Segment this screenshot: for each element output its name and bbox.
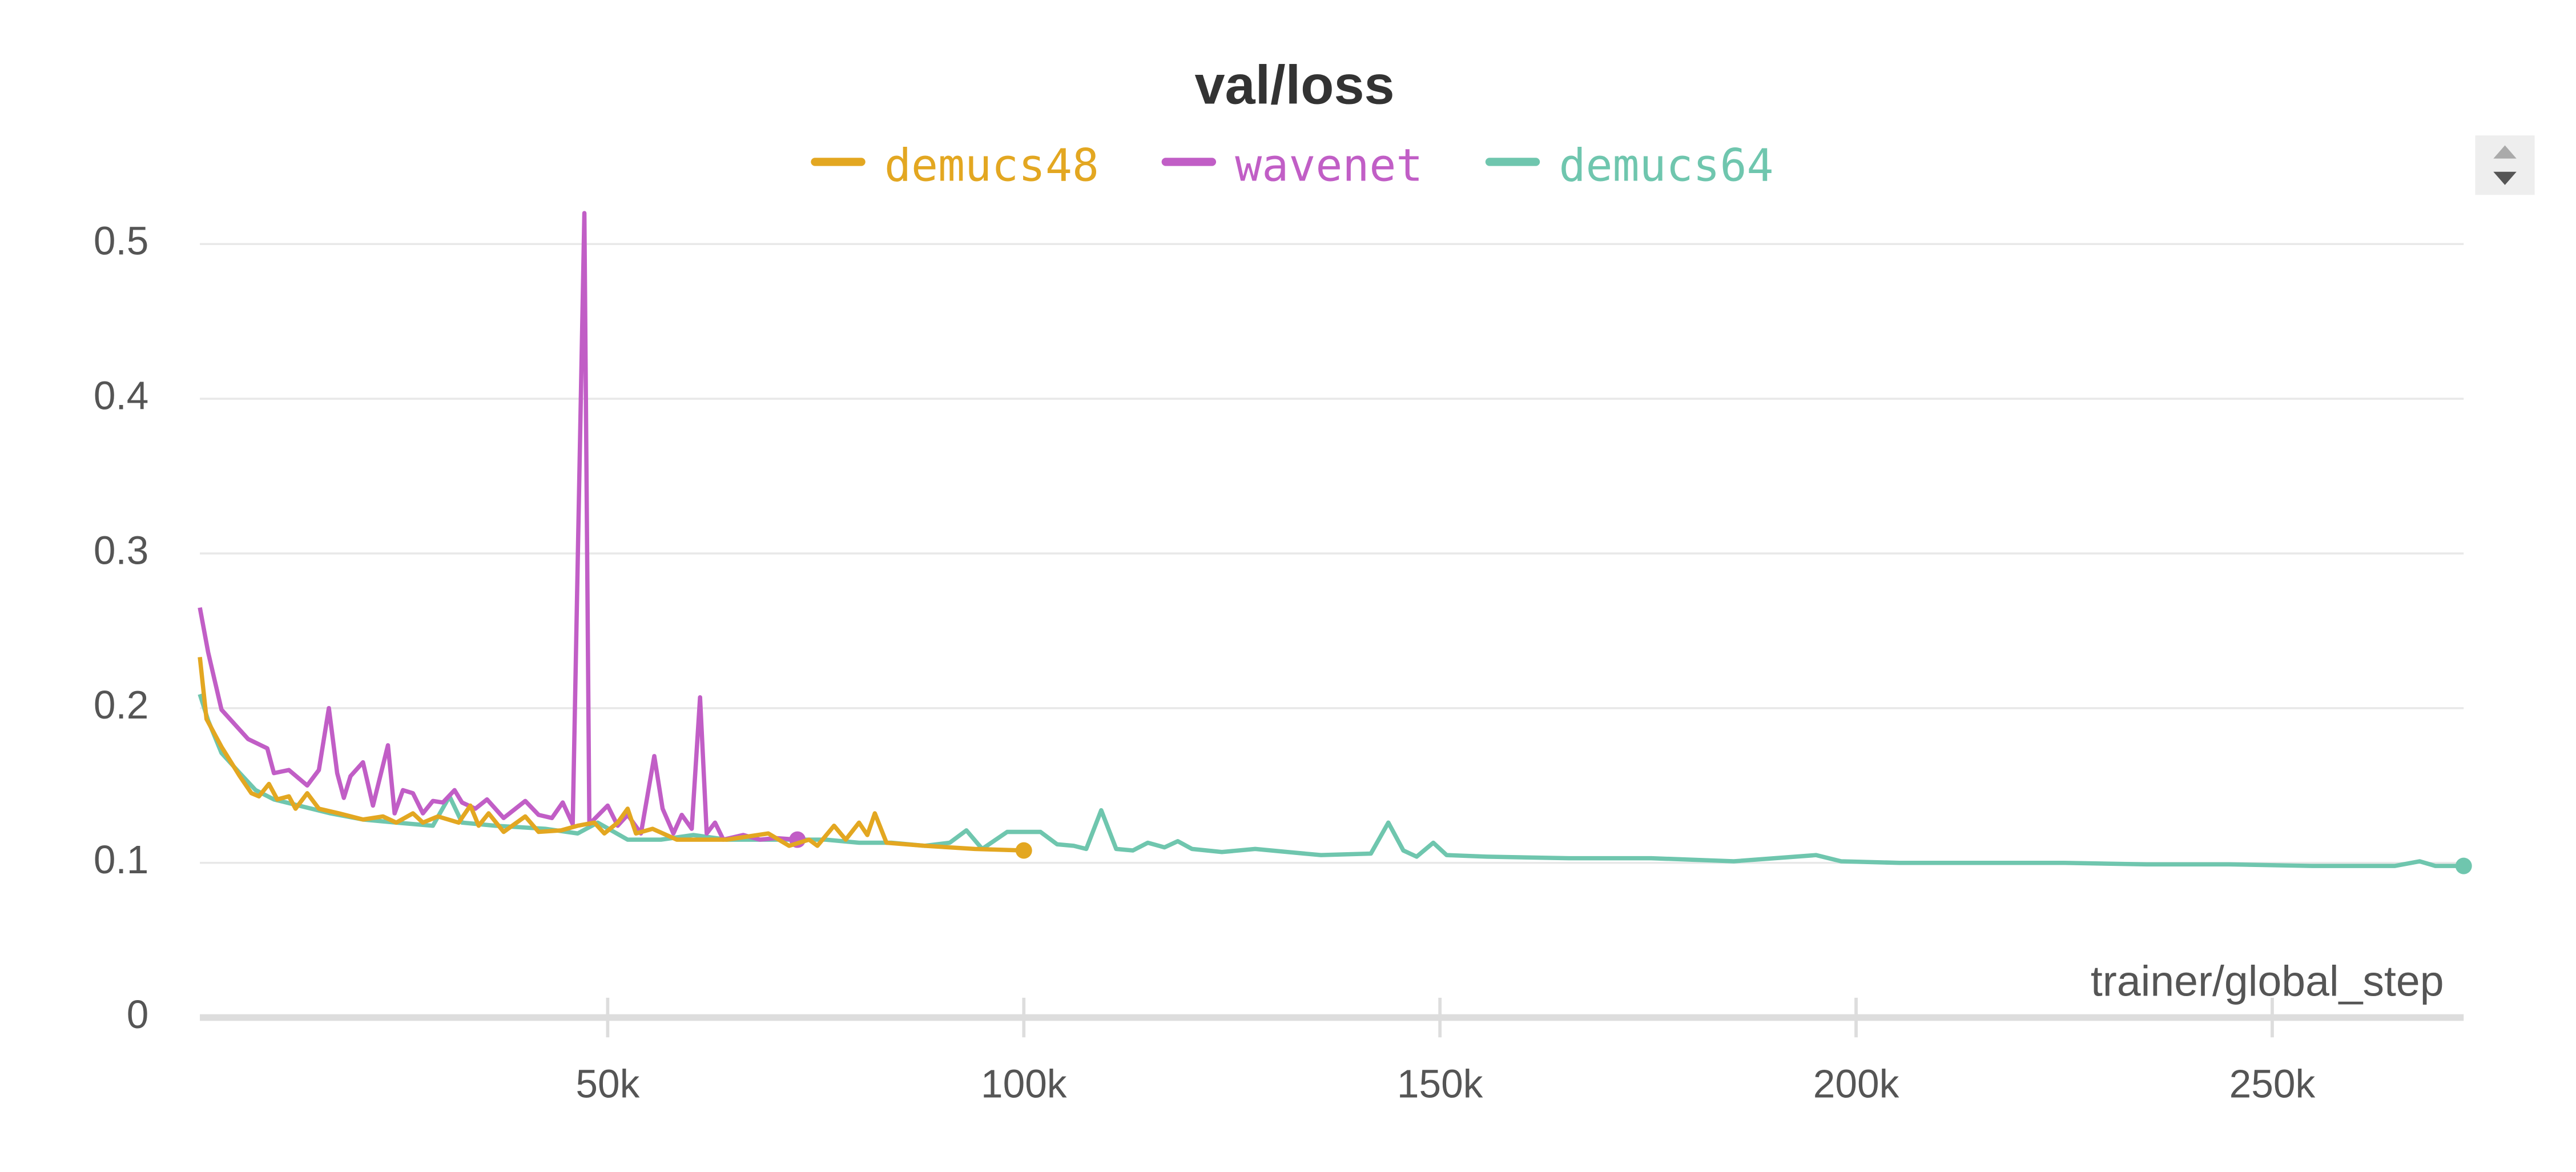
arrow-down [2493, 171, 2517, 185]
legend-item: demucs64 [1485, 140, 1774, 191]
y-tick-label: 0.4 [94, 373, 148, 418]
y-tick-label: 0.3 [94, 528, 148, 572]
legend-label: demucs48 [884, 140, 1099, 191]
chart-title: val/loss [1194, 55, 1394, 115]
panel-control[interactable] [2475, 135, 2535, 195]
series-line [198, 657, 1024, 853]
arrow-up [2493, 145, 2517, 159]
y-tick-label: 0.1 [94, 837, 148, 882]
y-tick-label: 0 [127, 992, 149, 1037]
x-axis-label: trainer/global_step [2091, 957, 2444, 1005]
end-point [2455, 857, 2472, 874]
y-tick-label: 0.2 [94, 683, 148, 727]
legend-label: demucs64 [1559, 140, 1773, 191]
legend-item: wavenet [1161, 140, 1423, 191]
y-tick-label: 0.5 [94, 219, 148, 263]
legend-item: demucs48 [811, 140, 1099, 191]
x-tick-label: 100k [981, 1061, 1067, 1106]
x-tick-label: 250k [2229, 1061, 2316, 1106]
end-point [1015, 842, 1032, 859]
scroll-button[interactable] [2475, 135, 2535, 195]
series-line [198, 693, 2464, 868]
x-tick-label: 200k [1813, 1061, 1899, 1106]
x-tick-label: 50k [575, 1061, 639, 1106]
series-line [198, 211, 798, 842]
x-tick-label: 150k [1397, 1061, 1483, 1106]
legend-label: wavenet [1235, 140, 1423, 191]
